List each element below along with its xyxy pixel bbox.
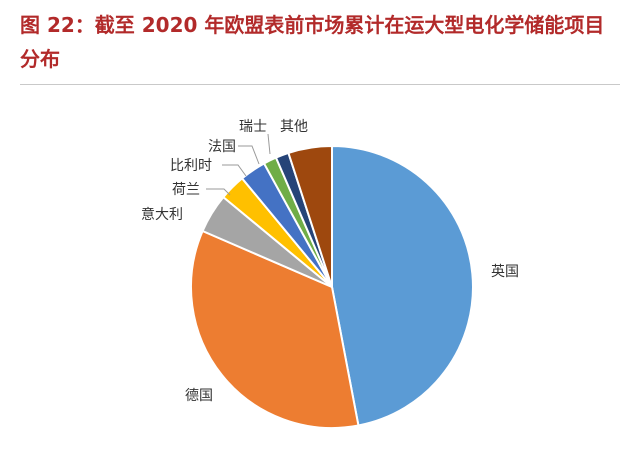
- slice-label-6: 瑞士: [239, 119, 267, 135]
- slice-label-2: 意大利: [141, 206, 183, 223]
- pie-slice-7: [287, 144, 333, 288]
- title-divider: [20, 84, 620, 85]
- leader-line-6: [267, 133, 271, 155]
- slice-label-7: 其他: [280, 119, 308, 135]
- slice-label-5: 法国: [208, 139, 236, 155]
- slice-label-4: 比利时: [170, 158, 212, 174]
- leader-line-4: [222, 164, 247, 177]
- leader-line-3: [206, 188, 231, 196]
- slice-label-1: 德国: [185, 388, 213, 404]
- leader-line-5: [238, 145, 260, 165]
- slice-label-0: 英国: [491, 263, 519, 280]
- pie-slice-0: [331, 144, 474, 427]
- pie-slice-1: [190, 229, 360, 429]
- slice-label-3: 荷兰: [172, 182, 200, 198]
- chart-title: 图 22：截至 2020 年欧盟表前市场累计在运大型电化学储能项目分布: [20, 13, 605, 71]
